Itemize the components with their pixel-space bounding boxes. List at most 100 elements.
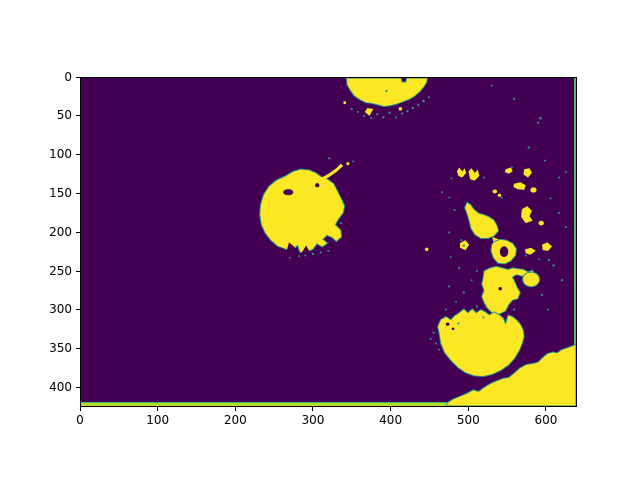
y-tick-mark bbox=[76, 348, 80, 350]
y-tick-label: 400 bbox=[49, 380, 72, 395]
speck-dot-pair-b bbox=[497, 193, 502, 197]
mask-speckle bbox=[352, 160, 355, 163]
ring-hole bbox=[499, 246, 509, 258]
mask-speckle bbox=[432, 331, 435, 334]
mask-speckle bbox=[434, 342, 438, 345]
mask-speckle bbox=[500, 196, 503, 199]
mask-speckle bbox=[382, 116, 385, 119]
mask-speckle bbox=[394, 116, 397, 119]
round-blob bbox=[522, 271, 541, 288]
top-dome bbox=[345, 78, 429, 108]
mask-speckle bbox=[462, 244, 466, 247]
x-tick-label: 600 bbox=[534, 413, 558, 427]
mask-speckle bbox=[398, 107, 403, 111]
x-tick-mark bbox=[467, 407, 469, 411]
mask-speckle bbox=[427, 96, 431, 99]
mask-speckle bbox=[564, 171, 568, 174]
mask-speckle bbox=[552, 264, 555, 267]
speck-dash-3 bbox=[530, 187, 537, 193]
mask-speckle bbox=[490, 84, 493, 87]
mask-speckle bbox=[327, 249, 330, 252]
y-tick-label: 100 bbox=[49, 147, 72, 162]
speck-dash bbox=[504, 167, 513, 174]
bottom-border-teal bbox=[81, 401, 576, 404]
mask-speckle bbox=[557, 211, 561, 215]
mask-speckle bbox=[425, 247, 429, 252]
mask-speckle bbox=[527, 146, 531, 149]
corner-wedge bbox=[446, 343, 576, 406]
y-tick-mark bbox=[76, 154, 80, 156]
y-tick-label: 300 bbox=[49, 302, 72, 317]
mask-speckle bbox=[560, 279, 564, 282]
mask-speckle bbox=[537, 258, 540, 261]
speck-cluster bbox=[523, 168, 532, 178]
mask-speckle bbox=[547, 258, 551, 262]
chain-main bbox=[481, 265, 535, 315]
mask-speckle bbox=[512, 308, 516, 311]
y-tick-label: 0 bbox=[64, 69, 72, 84]
mask-speckle bbox=[462, 291, 466, 294]
speck-v1 bbox=[456, 167, 467, 178]
bottom-border-line bbox=[81, 403, 576, 406]
speck-dash-2 bbox=[513, 182, 526, 190]
y-tick-mark bbox=[76, 387, 80, 389]
mask-speckle bbox=[537, 121, 540, 124]
mask-speckle bbox=[482, 176, 486, 179]
mask-speckle bbox=[450, 177, 453, 180]
mask-speckle bbox=[288, 256, 291, 259]
y-tick-label: 200 bbox=[49, 224, 72, 239]
mask-speckle bbox=[400, 112, 404, 115]
mask-speckle bbox=[539, 116, 542, 120]
right-border-line bbox=[573, 78, 576, 406]
mask-speckle bbox=[448, 285, 451, 288]
dot-blob bbox=[538, 220, 544, 226]
mask-speckle bbox=[453, 208, 456, 212]
mask-speckle bbox=[448, 196, 451, 199]
mask-speckle bbox=[350, 107, 353, 111]
mask-speckle bbox=[422, 99, 425, 103]
mask-speckle bbox=[438, 348, 441, 351]
x-tick-mark bbox=[312, 407, 314, 411]
y-tick-mark bbox=[76, 270, 80, 272]
top-dome-fragment bbox=[364, 108, 374, 116]
x-tick-mark bbox=[390, 407, 392, 411]
y-tick-mark bbox=[76, 309, 80, 311]
mask-speckle bbox=[460, 238, 463, 242]
mask-speckle bbox=[470, 279, 473, 282]
mask-speckle bbox=[429, 337, 432, 340]
mask-speckle bbox=[449, 255, 452, 259]
mask-speckle bbox=[370, 117, 373, 120]
mask-image bbox=[81, 78, 576, 406]
mask-speckle bbox=[458, 266, 461, 270]
y-tick-mark bbox=[76, 231, 80, 233]
mask-speckle bbox=[388, 111, 391, 114]
small-blob-2 bbox=[541, 242, 553, 251]
mask-speckle bbox=[482, 316, 485, 319]
x-tick-label: 400 bbox=[379, 413, 403, 427]
mask-speckle bbox=[298, 255, 301, 258]
mask-speckle bbox=[362, 114, 366, 117]
small-blob-3 bbox=[524, 247, 536, 255]
mask-speckle bbox=[441, 191, 444, 194]
x-tick-mark bbox=[234, 407, 236, 411]
mask-speckle bbox=[319, 251, 322, 254]
plot-area bbox=[80, 77, 577, 407]
mid-blob-hole bbox=[283, 189, 294, 196]
x-tick-mark bbox=[157, 407, 159, 411]
mask-speckle bbox=[524, 254, 527, 257]
mask-speckle bbox=[457, 322, 460, 325]
y-tick-label: 250 bbox=[49, 263, 72, 278]
mask-speckle bbox=[417, 103, 420, 107]
speck-v2 bbox=[468, 168, 480, 181]
mask-speckle bbox=[547, 308, 550, 311]
mid-blob-notch bbox=[285, 242, 298, 254]
mid-blob-notch-2 bbox=[301, 245, 311, 254]
y-tick-label: 350 bbox=[49, 341, 72, 356]
mask-speckle bbox=[376, 113, 379, 116]
arrow-blob bbox=[521, 206, 533, 224]
mask-speckle bbox=[475, 269, 479, 272]
chain-top bbox=[464, 201, 500, 240]
mask-speckle bbox=[356, 110, 359, 114]
mid-blob bbox=[259, 168, 346, 253]
mask-speckle bbox=[444, 308, 448, 311]
